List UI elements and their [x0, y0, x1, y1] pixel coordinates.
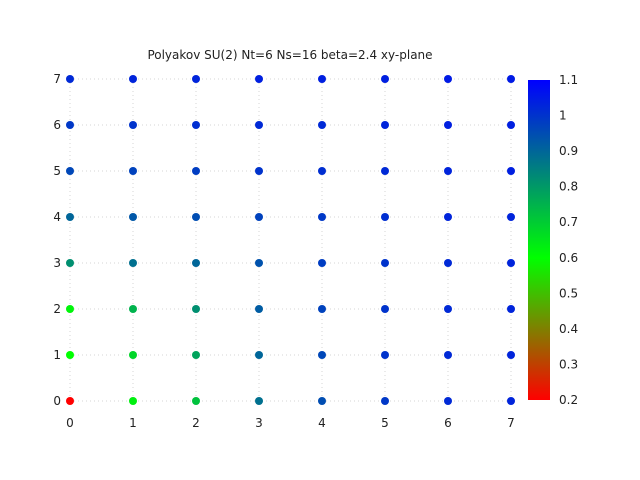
x-tick-label: 6 — [444, 416, 452, 430]
data-point — [255, 259, 263, 267]
data-point — [129, 305, 137, 313]
x-axis: 0 1 2 3 4 5 6 7 — [66, 416, 515, 430]
data-point — [129, 75, 137, 83]
y-axis: 0 1 2 3 4 5 6 7 — [53, 72, 61, 408]
data-point — [255, 305, 263, 313]
x-tick-label: 4 — [318, 416, 326, 430]
data-point — [255, 397, 263, 405]
data-point — [192, 213, 200, 221]
data-point — [444, 167, 452, 175]
data-point — [192, 167, 200, 175]
data-point — [381, 259, 389, 267]
data-point — [192, 397, 200, 405]
data-point — [444, 121, 452, 129]
data-point — [192, 305, 200, 313]
data-point — [318, 167, 326, 175]
data-point — [507, 75, 515, 83]
data-point — [381, 75, 389, 83]
data-point — [66, 121, 74, 129]
data-point — [255, 75, 263, 83]
data-point — [507, 167, 515, 175]
x-tick-label: 5 — [381, 416, 389, 430]
y-tick-label: 5 — [53, 164, 61, 178]
data-point — [129, 167, 137, 175]
colorbar-tick-label: 0.8 — [559, 180, 578, 194]
x-tick-label: 7 — [507, 416, 515, 430]
data-point — [381, 121, 389, 129]
data-point — [66, 397, 74, 405]
data-point — [66, 167, 74, 175]
colorbar-tick-label: 0.4 — [559, 322, 578, 336]
data-point — [192, 351, 200, 359]
y-tick-label: 6 — [53, 118, 61, 132]
data-point — [507, 259, 515, 267]
data-points — [66, 75, 515, 405]
colorbar-tick-label: 1 — [559, 109, 567, 123]
data-point — [255, 213, 263, 221]
data-point — [66, 305, 74, 313]
y-tick-label: 3 — [53, 256, 61, 270]
data-point — [255, 167, 263, 175]
data-point — [381, 351, 389, 359]
data-point — [318, 213, 326, 221]
data-point — [381, 213, 389, 221]
colorbar: 0.2 0.3 0.4 0.5 0.6 0.7 0.8 0.9 1 1.1 — [528, 73, 578, 407]
data-point — [444, 75, 452, 83]
colorbar-tick-label: 0.2 — [559, 393, 578, 407]
data-point — [381, 167, 389, 175]
colorbar-tick-label: 0.9 — [559, 144, 578, 158]
data-point — [381, 305, 389, 313]
data-point — [255, 351, 263, 359]
data-point — [66, 351, 74, 359]
colorbar-tick-label: 0.6 — [559, 251, 578, 265]
data-point — [507, 121, 515, 129]
gridlines — [69, 78, 512, 402]
data-point — [129, 213, 137, 221]
data-point — [129, 259, 137, 267]
colorbar-tick-label: 0.5 — [559, 286, 578, 300]
data-point — [318, 305, 326, 313]
data-point — [192, 259, 200, 267]
data-point — [318, 351, 326, 359]
data-point — [507, 351, 515, 359]
colorbar-ticks: 0.2 0.3 0.4 0.5 0.6 0.7 0.8 0.9 1 1.1 — [559, 73, 578, 407]
x-tick-label: 2 — [192, 416, 200, 430]
data-point — [444, 259, 452, 267]
colorbar-gradient — [528, 80, 550, 400]
x-tick-label: 0 — [66, 416, 74, 430]
colorbar-tick-label: 0.7 — [559, 215, 578, 229]
data-point — [129, 121, 137, 129]
data-point — [444, 213, 452, 221]
y-tick-label: 0 — [53, 394, 61, 408]
data-point — [507, 213, 515, 221]
data-point — [192, 121, 200, 129]
y-tick-label: 2 — [53, 302, 61, 316]
data-point — [66, 213, 74, 221]
data-point — [318, 75, 326, 83]
chart-title: Polyakov SU(2) Nt=6 Ns=16 beta=2.4 xy-pl… — [147, 48, 432, 62]
data-point — [192, 75, 200, 83]
data-point — [444, 397, 452, 405]
data-point — [381, 397, 389, 405]
colorbar-tick-label: 0.3 — [559, 357, 578, 371]
y-tick-label: 1 — [53, 348, 61, 362]
data-point — [255, 121, 263, 129]
y-tick-label: 7 — [53, 72, 61, 86]
data-point — [318, 259, 326, 267]
data-point — [66, 259, 74, 267]
data-point — [318, 397, 326, 405]
data-point — [507, 397, 515, 405]
data-point — [444, 305, 452, 313]
y-tick-label: 4 — [53, 210, 61, 224]
data-point — [129, 397, 137, 405]
data-point — [444, 351, 452, 359]
data-point — [507, 305, 515, 313]
data-point — [318, 121, 326, 129]
data-point — [66, 75, 74, 83]
x-tick-label: 1 — [129, 416, 137, 430]
colorbar-tick-label: 1.1 — [559, 73, 578, 87]
data-point — [129, 351, 137, 359]
x-tick-label: 3 — [255, 416, 263, 430]
